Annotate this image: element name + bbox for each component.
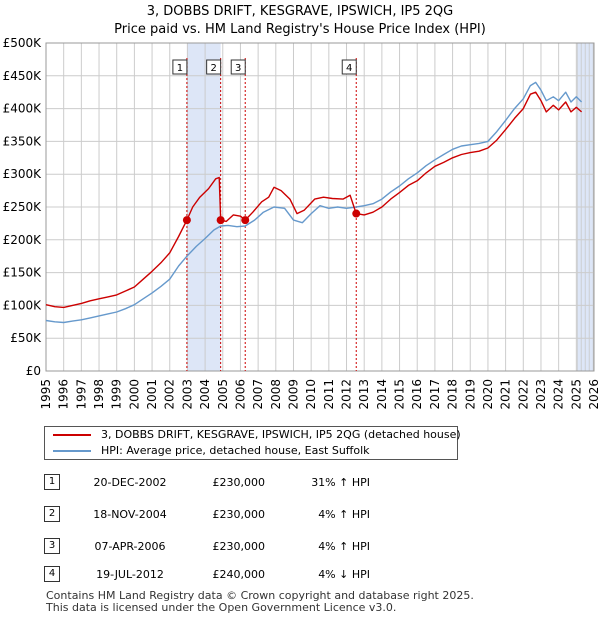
x-tick-label: 2018 [446,379,460,410]
sale-price: £230,000 [212,540,266,553]
sale-label-number: 1 [177,63,183,74]
sale-date: 18-NOV-2004 [93,508,167,521]
x-tick-label: 2021 [499,379,513,410]
x-tick-label: 2019 [463,379,477,410]
table-row: 1 20-DEC-2002 £230,000 31% ↑ HPI [0,474,600,492]
y-tick-label: £250K [3,200,43,214]
x-tick-label: 2005 [216,379,230,410]
y-tick-label: £100K [3,298,43,312]
y-tick-label: £0 [26,364,41,378]
property-price-line [45,91,583,309]
sale-hpi-diff: 4% ↓ HPI [318,568,370,581]
legend-swatch-hpi [53,450,91,452]
x-tick-label: 1997 [74,379,88,410]
x-tick-label: 2006 [233,379,247,410]
sale-hpi-diff: 31% ↑ HPI [311,476,370,489]
x-tick-label: 2024 [552,379,566,410]
x-tick-label: 2014 [375,379,389,410]
sale-point [352,209,361,218]
table-row: 4 19-JUL-2012 £240,000 4% ↓ HPI [0,566,600,584]
sale-label-box [341,59,357,75]
x-tick-label: 2002 [163,379,177,410]
x-tick-label: 2000 [127,379,141,410]
sale-label-number: 4 [346,63,352,74]
x-tick-label: 2022 [516,379,530,410]
hpi-line [45,81,583,324]
legend-label-property: 3, DOBBS DRIFT, KESGRAVE, IPSWICH, IP5 2… [101,428,461,441]
sale-label-box [230,59,246,75]
y-tick-label: £150K [3,266,43,280]
x-tick-label: 2001 [145,379,159,410]
y-tick-label: £50K [10,331,42,345]
sale-date: 07-APR-2006 [94,540,166,553]
sale-number-badge: 2 [44,506,60,522]
legend: 3, DOBBS DRIFT, KESGRAVE, IPSWICH, IP5 2… [44,426,461,460]
x-tick-label: 2026 [587,379,600,410]
x-tick-label: 2007 [251,379,265,410]
x-tick-label: 2003 [180,379,194,410]
x-tick-label: 2011 [322,379,336,410]
x-tick-label: 2015 [393,379,407,410]
legend-swatch-property [53,434,91,436]
sale-label-box [206,59,222,75]
table-row: 3 07-APR-2006 £230,000 4% ↑ HPI [0,538,600,556]
chart-title: 3, DOBBS DRIFT, KESGRAVE, IPSWICH, IP5 2… [146,4,454,19]
x-tick-label: 2025 [569,379,583,410]
sale-price: £230,000 [212,476,266,489]
footer-copyright: Contains HM Land Registry data © Crown c… [46,589,474,602]
price-chart: £0 £50K £100K £150K £200K £250K £300K £350K £400… [3,36,600,410]
x-tick-label: 1996 [57,379,71,410]
sale-point [182,216,191,225]
y-tick-label: £500K [3,36,43,50]
plot-frame [45,42,595,372]
sale-hpi-diff: 4% ↑ HPI [318,540,370,553]
x-tick-label: 2020 [481,379,495,410]
x-tick-label: 2013 [357,379,371,410]
x-tick-label: 1999 [110,379,124,410]
y-tick-label: £200K [3,233,43,247]
y-tick-label: £350K [3,134,43,148]
x-tick-label: 1995 [39,379,53,410]
sale-point [241,216,250,225]
sale-price: £230,000 [212,508,266,521]
x-tick-label: 2016 [410,379,424,410]
sale-price: £240,000 [212,568,266,581]
x-tick-label: 2017 [428,379,442,410]
x-tick-label: 2023 [534,379,548,410]
sale-label-number: 2 [210,63,216,74]
sale-number-badge: 1 [44,474,60,490]
sale-date: 20-DEC-2002 [93,476,167,489]
x-tick-label: 2012 [340,379,354,410]
sale-hpi-diff: 4% ↑ HPI [318,508,370,521]
chart-subtitle: Price paid vs. HM Land Registry's House … [114,22,486,37]
sale-number-badge: 3 [44,538,60,554]
x-tick-label: 2004 [198,379,212,410]
x-tick-label: 2010 [304,379,318,410]
y-tick-label: £300K [3,167,43,181]
x-tick-label: 2009 [286,379,300,410]
legend-label-hpi: HPI: Average price, detached house, East… [101,444,370,457]
sale-point [216,216,225,225]
x-tick-label: 1998 [92,379,106,410]
sale-number-badge: 4 [44,566,60,582]
y-tick-label: £450K [3,69,43,83]
table-row: 2 18-NOV-2004 £230,000 4% ↑ HPI [0,506,600,524]
x-tick-label: 2008 [269,379,283,410]
sale-label-box [172,59,188,75]
y-tick-label: £400K [3,102,43,116]
sale-date: 19-JUL-2012 [96,568,164,581]
sale-label-number: 3 [235,63,241,74]
footer-license: This data is licensed under the Open Gov… [46,601,397,614]
